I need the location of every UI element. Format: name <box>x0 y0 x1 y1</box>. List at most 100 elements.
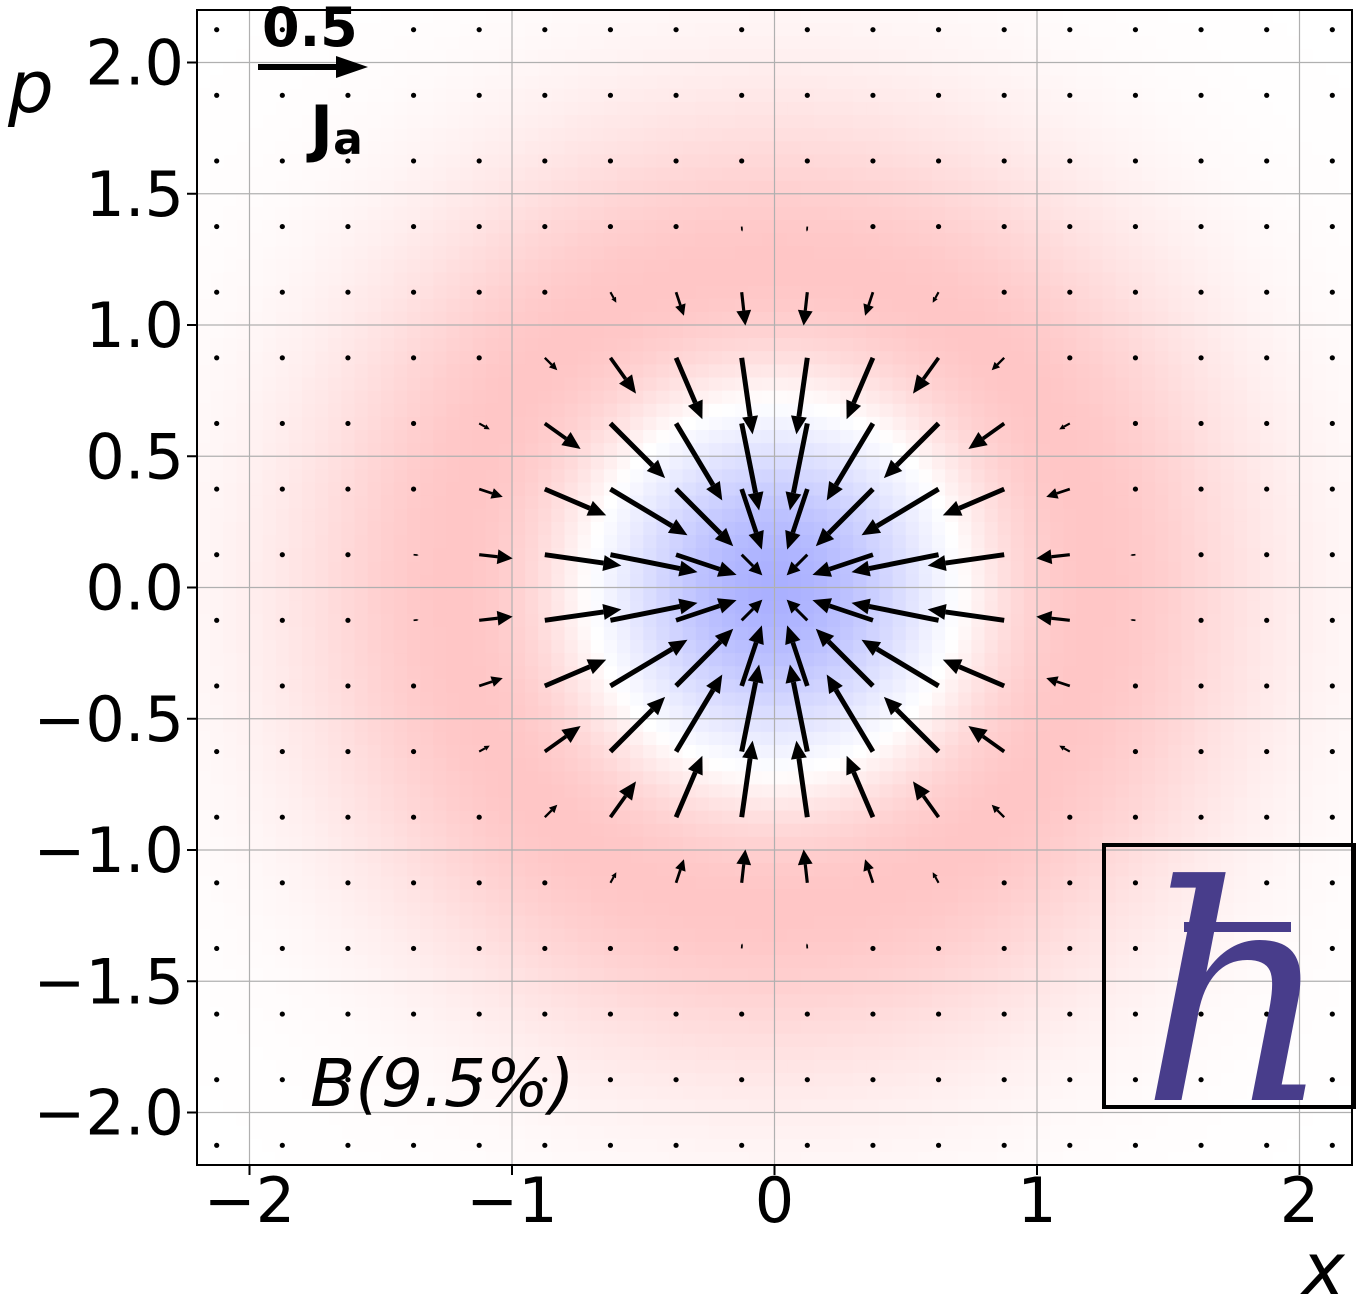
heat-cell <box>380 495 395 510</box>
heat-cell <box>223 836 237 851</box>
heat-cell <box>420 233 434 247</box>
heat-cell <box>262 705 277 720</box>
heat-cell <box>512 548 526 562</box>
heat-cell <box>459 75 474 90</box>
heat-cell <box>761 325 776 339</box>
heat-cell <box>459 1125 474 1140</box>
heat-cell <box>380 535 395 549</box>
heat-cell <box>315 88 329 103</box>
heat-cell <box>262 101 277 116</box>
heat-cell <box>315 823 329 838</box>
heat-cell <box>932 115 946 129</box>
heat-cell <box>813 508 828 523</box>
heat-cell <box>512 915 526 930</box>
heat-cell <box>459 968 474 982</box>
heat-cell <box>735 626 749 641</box>
heat-cell <box>393 1033 408 1048</box>
heat-cell <box>538 62 552 77</box>
heat-cell <box>328 154 342 169</box>
heat-cell <box>564 981 579 995</box>
heat-cell <box>485 298 500 313</box>
heat-cell <box>787 364 802 379</box>
heat-cell <box>722 994 736 1009</box>
heat-cell <box>459 613 474 628</box>
heat-cell <box>538 1099 552 1114</box>
heat-cell <box>564 272 579 287</box>
heat-cell <box>223 640 237 654</box>
heat-cell <box>512 443 526 457</box>
heat-cell <box>853 508 867 523</box>
heat-cell <box>932 338 946 352</box>
heat-cell <box>932 692 946 707</box>
heat-cell <box>866 36 881 50</box>
heat-cell <box>223 1033 237 1048</box>
heat-cell <box>407 521 421 536</box>
heat-cell <box>577 941 592 956</box>
heat-cell <box>210 928 224 943</box>
heat-cell <box>630 836 644 851</box>
heat-cell <box>656 338 671 352</box>
heat-cell <box>643 1086 657 1100</box>
heat-cell <box>420 364 434 379</box>
heat-cell <box>551 206 566 221</box>
heat-cell <box>879 1073 894 1087</box>
heat-cell <box>761 626 776 641</box>
heat-cell <box>354 994 369 1009</box>
heat-cell <box>735 62 749 77</box>
heat-cell <box>328 416 342 431</box>
heat-cell <box>210 902 224 917</box>
heat-cell <box>722 745 736 759</box>
heat-cell <box>774 285 789 300</box>
heat-cell <box>827 902 841 917</box>
heat-cell <box>420 784 434 799</box>
heat-cell <box>853 705 867 720</box>
heat-cell <box>288 1046 303 1061</box>
heat-cell <box>905 325 920 339</box>
heat-cell <box>840 771 854 785</box>
heat-cell <box>735 246 749 260</box>
heat-cell <box>551 377 566 392</box>
heat-cell <box>761 758 776 772</box>
heat-cell <box>197 298 211 313</box>
heat-cell <box>827 705 841 720</box>
heat-cell <box>472 443 487 457</box>
heat-cell <box>341 600 356 615</box>
heat-cell <box>249 863 264 877</box>
heat-cell <box>774 430 789 444</box>
heat-cell <box>892 731 907 746</box>
heat-cell <box>787 338 802 352</box>
heat-cell <box>459 416 474 431</box>
heat-cell <box>682 220 697 234</box>
heat-cell <box>223 495 237 510</box>
heat-cell <box>656 88 671 103</box>
heat-cell <box>446 1007 461 1022</box>
heat-cell <box>249 574 264 589</box>
heat-cell <box>302 443 316 457</box>
heat-cell <box>498 430 513 444</box>
heat-cell <box>630 1151 644 1165</box>
heat-cell <box>223 692 237 707</box>
heat-cell <box>866 994 881 1009</box>
heat-cell <box>551 285 566 300</box>
heat-cell <box>420 430 434 444</box>
heat-cell <box>722 220 736 234</box>
heat-cell <box>354 233 369 247</box>
heat-cell <box>669 311 684 326</box>
heat-cell <box>682 128 697 142</box>
heat-cell <box>459 600 474 615</box>
heat-cell <box>367 128 382 142</box>
heat-cell <box>617 1046 631 1061</box>
heat-cell <box>498 823 513 838</box>
heat-cell <box>630 679 644 694</box>
heat-cell <box>262 692 277 707</box>
heat-cell <box>472 902 487 917</box>
heat-cell <box>774 23 789 37</box>
heat-cell <box>656 1112 671 1127</box>
heat-cell <box>761 889 776 904</box>
heat-cell <box>328 1007 342 1022</box>
heat-cell <box>236 797 251 812</box>
heat-cell <box>380 1073 395 1087</box>
heat-cell <box>315 220 329 234</box>
heat-cell <box>328 456 342 470</box>
heat-cell <box>420 941 434 956</box>
